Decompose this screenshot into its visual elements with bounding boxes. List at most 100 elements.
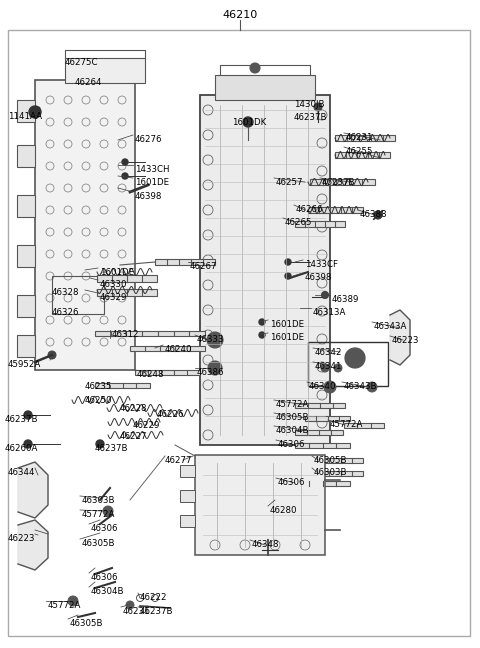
Text: 46237B: 46237B: [95, 444, 129, 453]
Bar: [17, 295, 35, 317]
Circle shape: [122, 173, 128, 179]
Text: 46305B: 46305B: [70, 619, 104, 628]
Bar: [52, 276, 104, 314]
Bar: [310, 179, 375, 185]
Circle shape: [285, 259, 291, 265]
Text: 46398: 46398: [305, 273, 332, 282]
Bar: [17, 195, 35, 217]
Text: 46229: 46229: [133, 421, 160, 430]
Circle shape: [367, 382, 377, 392]
Text: 1601DE: 1601DE: [100, 268, 134, 277]
Bar: [135, 369, 200, 375]
Bar: [335, 152, 390, 158]
Text: 45952A: 45952A: [8, 360, 41, 369]
Bar: [65, 58, 145, 83]
Text: 46255: 46255: [346, 147, 373, 156]
Circle shape: [321, 364, 329, 372]
Bar: [344, 422, 384, 428]
Text: 46277: 46277: [165, 456, 192, 465]
Text: 46275C: 46275C: [65, 58, 98, 67]
Text: 46340: 46340: [309, 382, 336, 391]
Text: 1430JB: 1430JB: [294, 100, 324, 109]
Bar: [130, 345, 205, 351]
Text: 46240: 46240: [165, 345, 192, 354]
Circle shape: [259, 319, 265, 325]
Circle shape: [334, 364, 342, 372]
Circle shape: [96, 440, 104, 448]
Bar: [17, 100, 35, 122]
Text: 46389: 46389: [332, 295, 360, 304]
Text: 46210: 46210: [222, 10, 258, 20]
Circle shape: [285, 273, 291, 279]
Text: 46305B: 46305B: [82, 539, 116, 548]
Bar: [17, 145, 35, 167]
Polygon shape: [18, 462, 48, 518]
Text: 45772A: 45772A: [330, 420, 363, 429]
Circle shape: [345, 348, 365, 368]
Text: 46264: 46264: [75, 78, 103, 87]
Bar: [17, 335, 35, 357]
Polygon shape: [390, 310, 410, 365]
Circle shape: [24, 411, 32, 419]
Text: 46306: 46306: [278, 440, 305, 449]
Text: 46267: 46267: [190, 262, 217, 271]
Text: 46330: 46330: [100, 280, 128, 289]
Text: 46343A: 46343A: [374, 322, 408, 331]
Text: 46313A: 46313A: [313, 308, 347, 317]
Text: 1601DE: 1601DE: [270, 333, 304, 342]
Bar: [295, 221, 345, 227]
Text: 46326: 46326: [52, 308, 80, 317]
Bar: [318, 470, 363, 476]
Bar: [295, 481, 350, 485]
Text: 46248: 46248: [137, 370, 165, 379]
Text: 46227: 46227: [120, 432, 147, 441]
Bar: [295, 443, 350, 448]
Bar: [295, 402, 345, 408]
Circle shape: [314, 103, 322, 111]
Bar: [97, 288, 157, 295]
Text: 46386: 46386: [197, 368, 225, 377]
Text: 46237B: 46237B: [140, 607, 173, 616]
Text: 1433CH: 1433CH: [135, 165, 169, 174]
Bar: [295, 430, 343, 435]
Bar: [305, 415, 350, 421]
Text: 46344: 46344: [8, 468, 36, 477]
Text: 46223: 46223: [392, 336, 420, 345]
Bar: [215, 75, 315, 100]
Text: 46328: 46328: [52, 288, 80, 297]
Bar: [35, 80, 135, 370]
Polygon shape: [18, 520, 48, 570]
Text: 46223: 46223: [8, 534, 36, 543]
Circle shape: [324, 381, 336, 393]
Bar: [95, 382, 150, 388]
Text: 1433CF: 1433CF: [305, 260, 338, 269]
Text: 45772A: 45772A: [82, 510, 115, 519]
Text: 46329: 46329: [100, 293, 127, 302]
Text: 46231: 46231: [123, 607, 151, 616]
Text: 46305B: 46305B: [276, 413, 310, 422]
Text: 46257: 46257: [276, 178, 303, 187]
Circle shape: [322, 292, 328, 299]
Text: 46333: 46333: [197, 335, 225, 344]
Text: 46226: 46226: [157, 410, 184, 419]
Circle shape: [126, 601, 134, 609]
Text: 46304B: 46304B: [276, 426, 310, 435]
Text: 46312: 46312: [112, 330, 140, 339]
Text: 1601DE: 1601DE: [135, 178, 169, 187]
Text: 46280: 46280: [270, 506, 298, 515]
Text: 46343B: 46343B: [344, 382, 377, 391]
Text: 46304B: 46304B: [91, 587, 124, 596]
Text: 46303B: 46303B: [82, 496, 116, 505]
Circle shape: [31, 108, 39, 116]
Circle shape: [103, 506, 113, 516]
Bar: [195, 455, 325, 555]
Circle shape: [29, 106, 41, 118]
Bar: [335, 135, 395, 141]
Text: 46306: 46306: [91, 573, 119, 582]
Bar: [17, 245, 35, 267]
Circle shape: [374, 211, 382, 219]
Text: 46265: 46265: [285, 218, 312, 227]
Circle shape: [24, 440, 32, 448]
Text: 46237B: 46237B: [322, 178, 356, 187]
Bar: [180, 465, 195, 477]
